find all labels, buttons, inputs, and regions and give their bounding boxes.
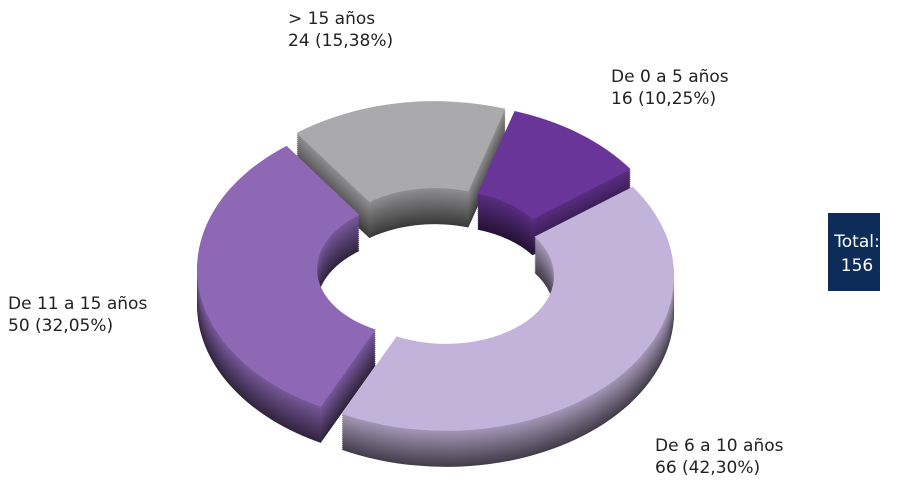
slice-value-label: 24 (15,38%): [288, 31, 393, 51]
slice: [296, 101, 506, 203]
slice-group: [341, 186, 675, 467]
slice-group: [197, 145, 376, 443]
slice-value-label: 50 (32,05%): [8, 316, 113, 336]
total-value: 156: [841, 256, 873, 276]
slice-value-label: 16 (10,25%): [611, 89, 716, 109]
slice: [341, 186, 675, 431]
total-box: [828, 213, 880, 291]
slice-group: [477, 110, 631, 256]
slice-value-label: 66 (42,30%): [655, 458, 760, 478]
slice-label: De 0 a 5 años: [611, 67, 729, 87]
total-label: Total:: [833, 232, 879, 252]
slice-label: > 15 años: [288, 9, 375, 29]
slice-label: De 11 a 15 años: [8, 294, 147, 314]
slice: [197, 145, 376, 407]
slice-group: [296, 101, 506, 239]
slice-label: De 6 a 10 años: [655, 436, 784, 456]
slice: [477, 110, 631, 220]
